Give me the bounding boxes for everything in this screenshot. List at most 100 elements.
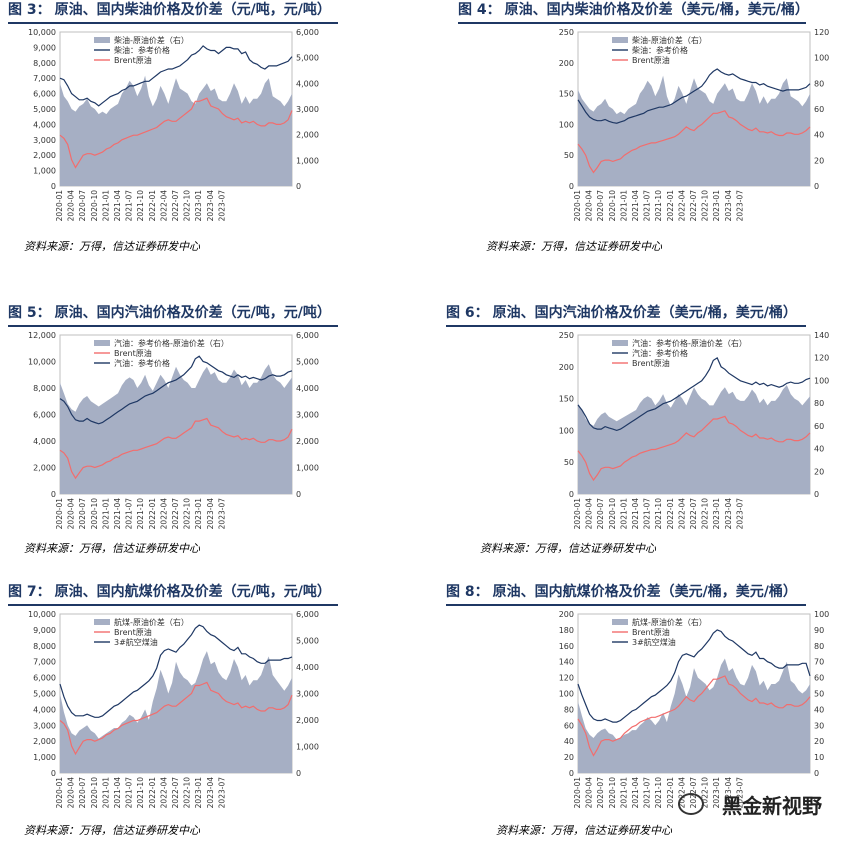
x-tick-label: 2021-07 [125, 498, 134, 530]
y-tick-label: 6,000 [33, 674, 56, 683]
y2-tick-label: 140 [814, 331, 829, 340]
y-tick-label: 100 [559, 426, 574, 435]
legend-item: 柴油：参考价格 [94, 45, 170, 55]
y2-tick-label: 4,000 [296, 663, 319, 672]
y2-tick-label: 6,000 [296, 610, 319, 619]
y-tick-label: 12,000 [28, 331, 56, 340]
x-tick-label: 2021-01 [101, 777, 110, 809]
x-tick-label: 2023-04 [206, 777, 215, 809]
legend-label: 汽油：参考价格-原油价差（右） [114, 338, 229, 348]
y2-tick-label: 20 [814, 156, 824, 165]
x-tick-label: 2022-10 [701, 498, 710, 530]
y2-tick-label: 6,000 [296, 331, 319, 340]
x-tick-label: 2022-01 [148, 190, 157, 222]
legend-label: 航煤-原油价差（右） [114, 617, 189, 627]
y2-tick-label: 30 [814, 721, 824, 730]
figure-4: 图 4： 原油、国内柴油价格及价差（美元/桶，美元/桶） 0 50 100 150 200… [446, 0, 829, 255]
y-tick-label: 7,000 [33, 658, 56, 667]
legend-label: 3#航空煤油 [632, 637, 676, 647]
y-tick-label: 8,000 [33, 59, 56, 68]
x-tick-label: 2023-04 [724, 190, 733, 222]
legend-item: Brent原油 [94, 348, 152, 358]
y-tick-label: 250 [559, 28, 574, 37]
x-tick-label: 2021-01 [619, 777, 628, 809]
x-tick-label: 2020-07 [596, 777, 605, 809]
y-tick-label: 0 [569, 769, 574, 778]
x-tick-label: 2020-10 [90, 190, 99, 222]
y2-tick-label: 2,000 [296, 716, 319, 725]
x-tick-label: 2023-01 [194, 777, 203, 809]
y2-tick-label: 0 [296, 490, 301, 499]
legend-item: 柴油-原油价差（右） [612, 35, 707, 45]
x-tick-label: 2022-10 [183, 498, 192, 530]
legend-label: 柴油-原油价差（右） [632, 35, 707, 45]
y2-tick-label: 0 [814, 490, 819, 499]
x-tick-label: 2022-04 [677, 777, 686, 809]
x-tick-label: 2020-04 [67, 777, 76, 809]
legend-item: 航煤-原油价差（右） [612, 617, 707, 627]
y-tick-label: 100 [559, 690, 574, 699]
y2-tick-label: 100 [814, 54, 829, 63]
legend-label: Brent原油 [632, 55, 670, 65]
source-note: 资料来源：万得，信达证券研发中心 [486, 240, 662, 253]
y2-tick-label: 5,000 [296, 637, 319, 646]
wechat-icon [678, 793, 704, 815]
legend-label: 柴油：参考价格 [632, 45, 688, 55]
series-area-spread [578, 658, 810, 773]
series-area-spread [60, 75, 292, 186]
y2-tick-label: 50 [814, 690, 824, 699]
y-tick-label: 10,000 [28, 28, 56, 37]
y-tick-label: 100 [559, 120, 574, 129]
y2-tick-label: 4,000 [296, 384, 319, 393]
legend-label: Brent原油 [632, 627, 670, 637]
source-note: 资料来源：万得，信达证券研发中心 [496, 824, 672, 837]
series-line-product [577, 357, 811, 432]
y2-tick-label: 100 [814, 610, 829, 619]
y2-tick-label: 1,000 [296, 743, 319, 752]
x-tick-label: 2020-10 [90, 777, 99, 809]
x-tick-label: 2021-01 [619, 498, 628, 530]
y-tick-label: 250 [559, 331, 574, 340]
x-tick-label: 2020-04 [67, 498, 76, 530]
y2-tick-label: 20 [814, 737, 824, 746]
x-tick-label: 2021-07 [643, 777, 652, 809]
x-tick-label: 2023-04 [206, 498, 215, 530]
x-tick-label: 2022-07 [689, 777, 698, 809]
y-tick-label: 140 [559, 658, 574, 667]
y-tick-label: 7,000 [33, 74, 56, 83]
x-tick-label: 2022-10 [183, 777, 192, 809]
y-tick-label: 4,000 [33, 705, 56, 714]
x-tick-label: 2022-04 [159, 498, 168, 530]
y-tick-label: 2,000 [33, 464, 56, 473]
x-tick-label: 2022-10 [701, 190, 710, 222]
x-tick-label: 2020-01 [573, 498, 582, 530]
x-tick-label: 2021-04 [631, 190, 640, 222]
x-tick-label: 2022-10 [183, 190, 192, 222]
x-tick-label: 2022-10 [701, 777, 710, 809]
legend-item: 航煤-原油价差（右） [94, 617, 189, 627]
legend-label: 汽油：参考价格-原油价差（右） [632, 338, 747, 348]
y2-tick-label: 40 [814, 131, 824, 140]
y-tick-label: 8,000 [33, 384, 56, 393]
x-tick-label: 2022-07 [171, 498, 180, 530]
series-line-product [59, 45, 293, 107]
legend-label: Brent原油 [114, 55, 152, 65]
x-tick-label: 2023-07 [735, 190, 744, 222]
y2-tick-label: 1,000 [296, 156, 319, 165]
y-tick-label: 150 [559, 395, 574, 404]
y-tick-label: 4,000 [33, 120, 56, 129]
legend-label: 3#航空煤油 [114, 637, 158, 647]
x-tick-label: 2021-04 [113, 190, 122, 222]
y2-tick-label: 120 [814, 354, 829, 363]
legend-item: 汽油：参考价格 [94, 358, 170, 368]
y-tick-label: 1,000 [33, 753, 56, 762]
figure-6: 图 6： 原油、国内汽油价格及价差（美元/桶，美元/桶） 0 50 100 150 200… [446, 303, 829, 558]
y-tick-label: 2,000 [33, 151, 56, 160]
x-tick-label: 2021-04 [113, 777, 122, 809]
x-tick-label: 2020-01 [573, 190, 582, 222]
legend-item: 3#航空煤油 [612, 637, 676, 647]
legend-item: Brent原油 [612, 358, 670, 368]
x-tick-label: 2021-04 [631, 777, 640, 809]
chart-fig8: 0 20 40 60 80 100 120 140 160 180 200 0 10 20 30 40 50 60… [559, 610, 830, 809]
